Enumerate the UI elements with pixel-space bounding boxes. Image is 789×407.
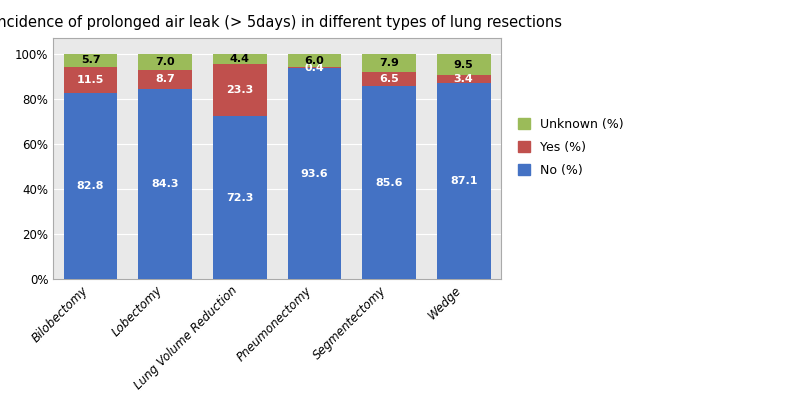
Text: 6.5: 6.5 [380,74,399,84]
Bar [64,54,118,67]
Bar [64,92,118,279]
Bar [138,54,192,70]
Text: 5.7: 5.7 [80,55,100,65]
Bar [437,54,491,75]
Text: 93.6: 93.6 [301,168,328,179]
Text: 84.3: 84.3 [151,179,179,189]
Bar [213,64,267,116]
Bar [64,67,118,92]
Bar [287,54,342,68]
Text: 8.7: 8.7 [155,74,175,84]
Text: 4.4: 4.4 [230,54,250,64]
Text: 82.8: 82.8 [77,181,104,191]
Text: 11.5: 11.5 [77,74,104,85]
Bar [213,116,267,279]
Bar [362,54,416,72]
Text: 72.3: 72.3 [226,193,253,203]
Text: 6.0: 6.0 [305,56,324,66]
Bar [437,83,491,279]
Legend: Unknown (%), Yes (%), No (%): Unknown (%), Yes (%), No (%) [512,112,630,183]
Text: 7.0: 7.0 [155,57,175,67]
Title: Incidence of prolonged air leak (> 5days) in different types of lung resections: Incidence of prolonged air leak (> 5days… [0,15,562,30]
Bar [138,70,192,89]
Text: 87.1: 87.1 [450,176,477,186]
Bar [138,89,192,279]
Text: 23.3: 23.3 [226,85,253,95]
Bar [437,75,491,83]
Text: 0.4: 0.4 [305,63,324,73]
Bar [287,68,342,279]
Bar [362,86,416,279]
Bar [213,54,267,64]
Text: 3.4: 3.4 [454,74,473,84]
Text: 85.6: 85.6 [376,177,403,188]
Bar [362,72,416,86]
Text: 9.5: 9.5 [454,59,473,70]
Text: 7.9: 7.9 [379,58,399,68]
